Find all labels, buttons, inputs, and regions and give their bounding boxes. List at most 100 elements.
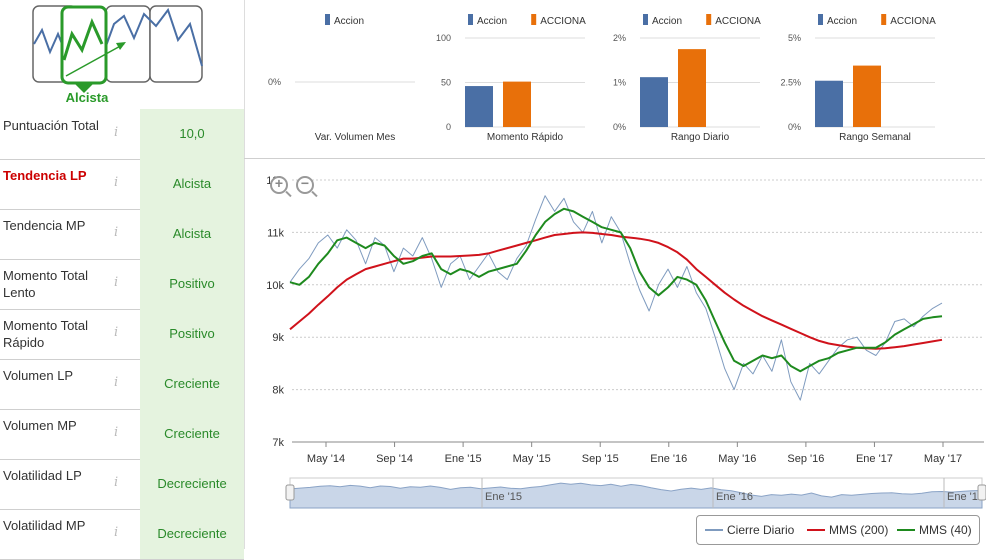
metric-row: Volumen MP i Creciente [0, 409, 244, 460]
info-icon[interactable]: i [114, 375, 119, 390]
y-tick-label: 2% [613, 33, 626, 43]
mini-legend-label: Accion [334, 16, 364, 27]
legend-swatch [643, 14, 648, 25]
mini-legend-label: Accion [652, 16, 682, 27]
metric-value: 10,0 [140, 109, 244, 159]
info-icon[interactable]: i [114, 125, 119, 140]
mini-legend-label: ACCIONA [890, 16, 936, 27]
info-icon[interactable]: i [114, 225, 119, 240]
info-icon[interactable]: i [114, 175, 119, 190]
legend-swatch [325, 14, 330, 25]
metric-row: Volumen LP i Creciente [0, 359, 244, 410]
y-tick-label: 0 [446, 122, 451, 132]
chart-legend: Cierre Diario MMS (200) MMS (40) [696, 515, 980, 545]
legend-item-cierre[interactable]: Cierre Diario [705, 523, 794, 537]
x-tick-label: May '16 [718, 453, 756, 465]
y-tick-label: 7k [272, 437, 284, 449]
bar-acciona[interactable] [678, 49, 706, 127]
x-tick-label: Sep '14 [376, 453, 413, 465]
y-tick-label: 9k [272, 332, 284, 344]
info-icon[interactable]: i [114, 425, 119, 440]
mini-legend-item[interactable]: ACCIONA [881, 14, 936, 27]
metric-row: Momento Total Rápido i Positivo [0, 309, 244, 360]
mini-legend-label: Accion [477, 16, 507, 27]
mini-legend-label: ACCIONA [540, 16, 586, 27]
legend-item-mms40[interactable]: MMS (40) [897, 523, 972, 537]
metric-label: Tendencia MP [3, 218, 86, 233]
x-tick-label: Sep '16 [787, 453, 824, 465]
bar-acciona[interactable] [503, 81, 531, 127]
navigator-handle-right[interactable] [977, 484, 987, 501]
mini-legend-item[interactable]: ACCIONA [531, 14, 586, 27]
y-tick-label: 0% [613, 122, 626, 132]
bar-accion[interactable] [815, 80, 843, 127]
metric-value: Positivo [140, 309, 244, 359]
metric-value: Creciente [140, 359, 244, 409]
mini-bar-chart: Accion ACCIONA 0% 1% 2% Rango Diario [595, 0, 765, 156]
metric-label: Momento Total Rápido [3, 318, 89, 350]
navigator-label: Ene '17 [947, 491, 984, 503]
metric-label: Volatilidad MP [3, 518, 86, 533]
mini-chart-title: Rango Diario [671, 132, 730, 143]
y-tick-label: 100 [436, 33, 451, 43]
horizontal-divider [244, 158, 985, 159]
metric-value: Creciente [140, 409, 244, 459]
metric-row: Volatilidad LP i Decreciente [0, 459, 244, 510]
legend-swatch [706, 14, 712, 25]
x-tick-label: May '15 [513, 453, 551, 465]
navigator-series [289, 482, 983, 509]
metric-label: Tendencia LP [3, 168, 87, 183]
mini-bar-chart: Accion ACCIONA 0% 2.5% 5% Rango Semanal [770, 0, 940, 156]
y-tick-label: 2.5% [780, 78, 801, 88]
mini-legend-item[interactable]: Accion [325, 14, 364, 27]
metric-row: Volatilidad MP i Decreciente [0, 509, 244, 560]
metric-label: Volumen MP [3, 418, 77, 433]
metric-value: Alcista [140, 209, 244, 259]
vertical-divider [244, 0, 245, 549]
navigator-handle-left[interactable] [285, 484, 295, 501]
metric-value: Decreciente [140, 459, 244, 509]
x-tick-label: Ene '15 [445, 453, 482, 465]
metric-row: Tendencia LP i Alcista [0, 159, 244, 210]
info-icon[interactable]: i [114, 275, 119, 290]
mini-legend-label: ACCIONA [715, 16, 761, 27]
metric-label: Volatilidad LP [3, 468, 82, 483]
mini-legend-item[interactable]: ACCIONA [706, 14, 761, 27]
info-icon[interactable]: i [114, 475, 119, 490]
x-tick-label: Ene '16 [650, 453, 687, 465]
y-tick-label: 1% [613, 78, 626, 88]
info-icon[interactable]: i [114, 525, 119, 540]
zoom-out-icon[interactable]: − [296, 175, 314, 194]
y-tick-label: 0% [268, 77, 281, 87]
navigator-label: Ene '16 [716, 491, 753, 503]
scorecard-panel: Alcista Puntuación Total i 10,0 Tendencia L… [0, 0, 244, 560]
series-cierre-diario[interactable] [289, 195, 943, 401]
zoom-in-icon[interactable]: + [270, 175, 288, 194]
navigator-label: Ene '15 [485, 491, 522, 503]
metric-label: Volumen LP [3, 368, 74, 383]
series-mms-40[interactable] [289, 207, 943, 373]
legend-label: Cierre Diario [727, 523, 795, 537]
bar-accion[interactable] [640, 77, 668, 127]
legend-item-mms200[interactable]: MMS (200) [807, 523, 888, 537]
y-tick-label: 10k [266, 280, 284, 292]
bar-accion[interactable] [465, 86, 493, 127]
x-tick-label: May '14 [307, 453, 345, 465]
y-tick-label: 8k [272, 385, 284, 397]
mini-bar-chart: Accion 0% Var. Volumen Mes [250, 0, 420, 156]
mini-legend-item[interactable]: Accion [643, 14, 682, 27]
info-icon[interactable]: i [114, 325, 119, 340]
y-tick-label: 50 [441, 78, 451, 88]
legend-swatch [881, 14, 887, 25]
mini-legend-label: Accion [827, 16, 857, 27]
metric-value: Alcista [140, 159, 244, 209]
x-tick-label: Sep '15 [582, 453, 619, 465]
mini-chart-title: Momento Rápido [487, 132, 564, 143]
legend-swatch [818, 14, 823, 25]
bar-acciona[interactable] [853, 65, 881, 127]
mini-legend-item[interactable]: Accion [818, 14, 857, 27]
y-tick-label: 0% [788, 122, 801, 132]
mini-legend-item[interactable]: Accion [468, 14, 507, 27]
metric-row: Puntuación Total i 10,0 [0, 109, 244, 160]
